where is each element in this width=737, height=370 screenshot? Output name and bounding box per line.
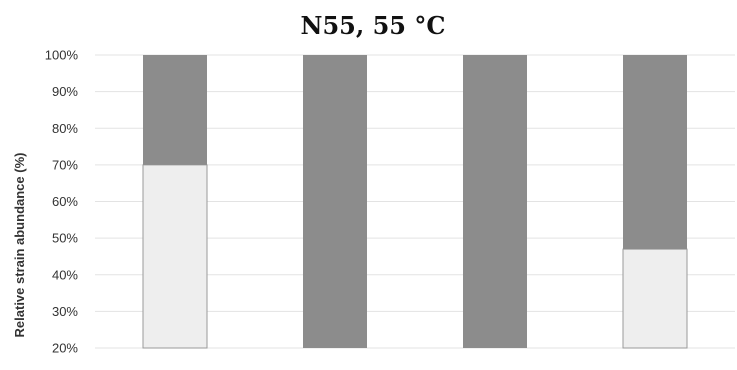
y-tick-label: 20% — [52, 341, 78, 356]
y-tick-label: 50% — [52, 231, 78, 246]
bar-segment-dark — [623, 55, 687, 250]
chart-title: N55, 55 °C — [301, 11, 446, 40]
bars — [142, 55, 688, 349]
bar-segment-dark — [463, 55, 527, 348]
y-tick-label: 40% — [52, 267, 78, 282]
y-tick-label: 100% — [45, 48, 79, 63]
y-tick-label: 60% — [52, 194, 78, 209]
y-tick-label: 30% — [52, 304, 78, 319]
y-axis-ticks: 20% 30% 40% 50% 60% 70% 80% 90% 100% — [45, 48, 79, 356]
y-tick-label: 80% — [52, 121, 78, 136]
bar-segment-light — [142, 164, 208, 349]
y-axis-label: Relative strain abundance (%) — [12, 153, 27, 338]
y-tick-label: 70% — [52, 157, 78, 172]
y-tick-label: 90% — [52, 84, 78, 99]
bar-segment-dark — [143, 55, 207, 165]
bar-segment-dark — [303, 55, 367, 348]
bar-segment-light — [622, 248, 688, 349]
